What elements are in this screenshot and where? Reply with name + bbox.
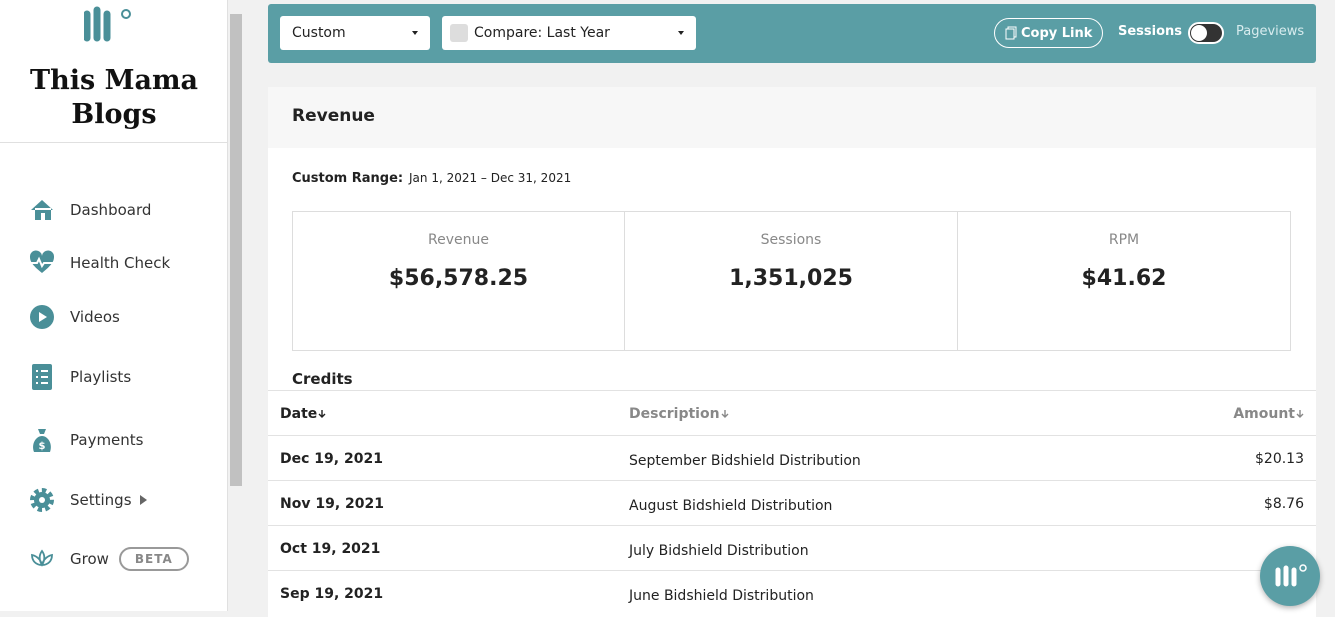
nav-item[interactable]: Health Check [28,248,170,278]
table-cell: August Bidshield Distribution [629,497,833,514]
nav-label: Dashboard [70,201,152,219]
table-cell: Sep 19, 2021 [280,585,384,602]
nav-item[interactable]: Dashboard [28,195,151,225]
table-cell: June Bidshield Distribution [629,587,814,604]
table-cell: July Bidshield Distribution [629,542,809,559]
sort-arrow [318,409,326,418]
table-cell: September Bidshield Distribution [629,452,861,469]
stat-box: Sessions 1,351,025 [625,211,958,351]
table-cell: Nov 19, 2021 [280,495,384,512]
table-cell: $20.13 [1255,450,1304,467]
range-select[interactable]: Custom [280,16,430,50]
nav-icon [31,200,53,220]
table-cell: Oct 19, 2021 [280,540,381,557]
table-row: Nov 19, 2021 August Bidshield Distributio… [268,480,1316,525]
nav-icon [29,250,55,273]
range-value: Jan 1, 2021 – Dec 31, 2021 [409,171,572,185]
nav-item[interactable]: Playlists [28,362,131,392]
nav-label: Grow [70,550,109,568]
compare-select[interactable]: Compare: Last Year [442,16,696,50]
sort-arrow [1296,409,1304,418]
header-text: Amount [1233,405,1295,422]
table-header: Date Description Amount [268,390,1316,435]
header-cell[interactable]: Amount [1233,391,1304,436]
stat-box: Revenue $56,578.25 [292,211,625,351]
scroll-thumb [230,14,242,486]
table-row: Sep 19, 2021 June Bidshield Distribution [268,570,1316,615]
stat-value: $41.62 [1081,266,1167,291]
stat-label: RPM [1108,232,1140,248]
credits-title: Credits [292,370,353,388]
card-title: Revenue [292,106,375,126]
nav-icon: $ [33,429,51,452]
nav-label: Health Check [70,254,171,272]
header-text: Date [280,405,318,422]
toggle[interactable] [1188,22,1224,44]
table-cell: Dec 19, 2021 [280,450,383,467]
header-cell[interactable]: Description [629,391,729,436]
header-cell[interactable]: Date [280,391,326,436]
range-label: Custom Range: [292,171,404,186]
nav-item[interactable]: Grow BETA [28,544,189,574]
nav-label: Videos [70,308,120,326]
stat-value: 1,351,025 [729,266,853,291]
sidebar: This Mama Blogs Dashboard Health Check Vid… [0,0,228,611]
nav-item[interactable]: $ Payments [28,425,143,455]
stat-label: Revenue [428,232,489,248]
toolbar: Custom Compare: Last Year Copy Link Sess… [268,4,1316,63]
table-row: Dec 19, 2021 September Bidshield Distribu… [268,435,1316,480]
svg-text:$: $ [39,441,46,452]
revenue-card: Revenue Custom Range: Jan 1, 2021 – Dec … [268,87,1316,617]
nav-item[interactable]: Settings [28,485,150,515]
sessions-label: Sessions [1118,24,1183,39]
nav-icon [30,488,54,512]
nav-icon [30,305,54,329]
sort-arrow [721,409,729,418]
copy-text: Copy Link [1021,25,1093,41]
nav-label: Payments [70,431,144,449]
nav-label: Settings [70,491,132,509]
card-header: Revenue [268,87,1316,148]
nav-label: Playlists [70,368,132,386]
compare: Compare: Last Year [474,25,610,41]
logo [84,6,131,42]
table-row: Oct 19, 2021 July Bidshield Distribution [268,525,1316,570]
chat-button[interactable] [1260,546,1320,606]
range: Custom [292,25,346,41]
header-text: Description [629,405,720,422]
pageviews-label: Pageviews [1236,24,1305,39]
stat-value: $56,578.25 [388,266,529,291]
beta-badge: BETA [118,547,189,571]
stat-label: Sessions [760,232,822,248]
nav-item[interactable]: Videos [28,302,120,332]
nav-icon [32,364,52,390]
brand: This Mama Blogs [29,65,199,130]
table-cell: $8.76 [1263,495,1304,512]
stat-box: RPM $41.62 [958,211,1291,351]
expand-caret [139,495,147,505]
nav-icon [31,549,53,567]
copy-link[interactable]: Copy Link [994,18,1104,48]
